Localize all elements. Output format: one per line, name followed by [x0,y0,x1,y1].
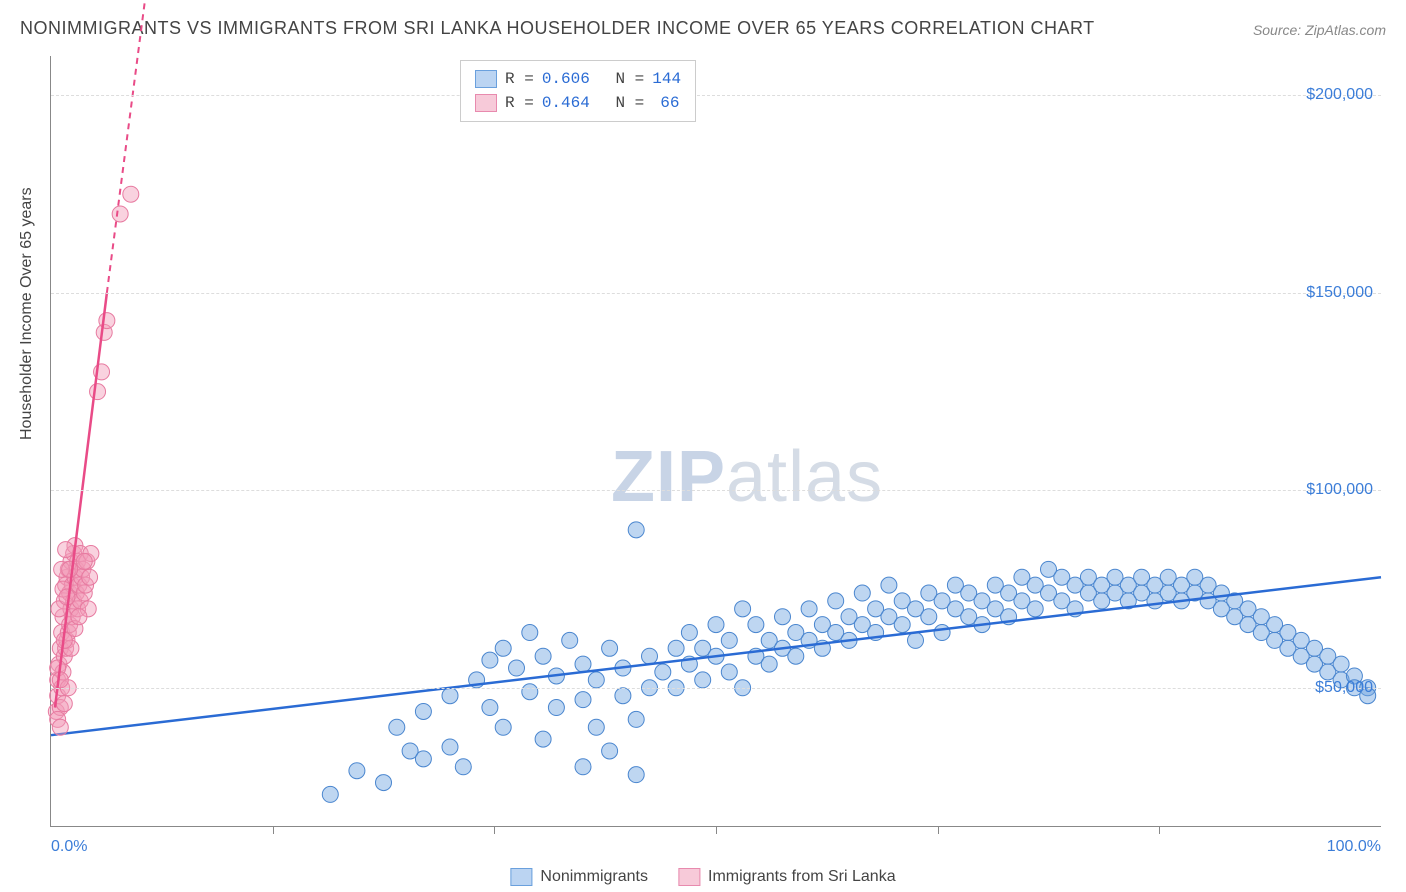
stats-legend: R = 0.606 N = 144 R = 0.464 N = 66 [460,60,696,122]
swatch-pink-icon [475,94,497,112]
x-tick-label: 0.0% [51,838,87,856]
legend-item-immigrants: Immigrants from Sri Lanka [678,868,896,886]
series-legend: Nonimmigrants Immigrants from Sri Lanka [510,868,895,886]
legend-item-nonimmigrants: Nonimmigrants [510,868,648,886]
chart-title: NONIMMIGRANTS VS IMMIGRANTS FROM SRI LAN… [20,18,1095,39]
y-tick-label: $200,000 [1306,86,1373,104]
stats-row-pink: R = 0.464 N = 66 [475,91,681,115]
swatch-blue-icon [475,70,497,88]
swatch-blue-icon [510,868,532,886]
source-label: Source: ZipAtlas.com [1253,22,1386,38]
x-tick-label: 100.0% [1327,838,1381,856]
swatch-pink-icon [678,868,700,886]
y-axis-label: Householder Income Over 65 years [18,187,36,440]
stats-row-blue: R = 0.606 N = 144 [475,67,681,91]
y-tick-label: $50,000 [1315,679,1373,697]
scatter-svg [51,56,1381,826]
y-tick-label: $100,000 [1306,481,1373,499]
plot-area: ZIPatlas $50,000$100,000$150,000$200,000… [50,56,1381,827]
y-tick-label: $150,000 [1306,284,1373,302]
